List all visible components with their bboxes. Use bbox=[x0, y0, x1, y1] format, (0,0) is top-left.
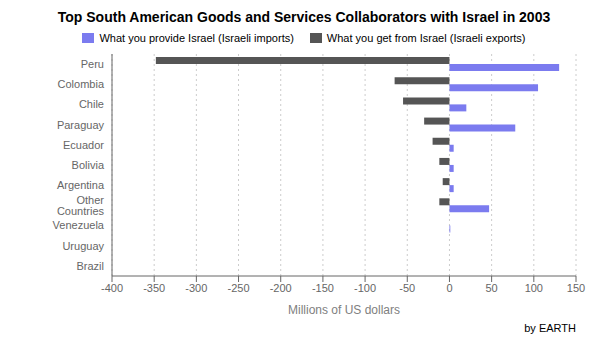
svg-text:-300: -300 bbox=[185, 282, 207, 294]
svg-text:Paraguay: Paraguay bbox=[57, 119, 105, 131]
svg-text:Uruguay: Uruguay bbox=[62, 240, 104, 252]
svg-text:Chile: Chile bbox=[79, 98, 104, 110]
svg-text:-150: -150 bbox=[312, 282, 334, 294]
svg-text:Brazil: Brazil bbox=[76, 260, 104, 272]
html-text:What you provide Israel (Israe: What you provide Israel (Israeli imports… bbox=[99, 32, 294, 44]
svg-text:-350: -350 bbox=[143, 282, 165, 294]
html-text:by EARTH: by EARTH bbox=[524, 322, 576, 334]
svg-text:-50: -50 bbox=[399, 282, 415, 294]
svg-text:Argentina: Argentina bbox=[57, 179, 105, 191]
svg-text:-100: -100 bbox=[354, 282, 376, 294]
svg-text:0: 0 bbox=[446, 282, 452, 294]
html-text:Top South American Goods and S: Top South American Goods and Services Co… bbox=[57, 9, 551, 25]
svg-text:50: 50 bbox=[486, 282, 498, 294]
svg-text:Colombia: Colombia bbox=[58, 78, 105, 90]
html-text:What you get from Israel (Isra: What you get from Israel (Israeli export… bbox=[326, 32, 526, 44]
svg-text:OtherCountries: OtherCountries bbox=[57, 194, 105, 217]
svg-text:-250: -250 bbox=[228, 282, 250, 294]
svg-text:Venezuela: Venezuela bbox=[53, 219, 105, 231]
svg-text:100: 100 bbox=[525, 282, 543, 294]
svg-text:-400: -400 bbox=[101, 282, 123, 294]
svg-text:Millions of US dollars: Millions of US dollars bbox=[288, 303, 400, 317]
svg-text:-200: -200 bbox=[270, 282, 292, 294]
svg-text:Peru: Peru bbox=[81, 58, 104, 70]
svg-text:150: 150 bbox=[567, 282, 585, 294]
svg-text:Ecuador: Ecuador bbox=[63, 139, 104, 151]
svg-text:Bolivia: Bolivia bbox=[72, 159, 105, 171]
